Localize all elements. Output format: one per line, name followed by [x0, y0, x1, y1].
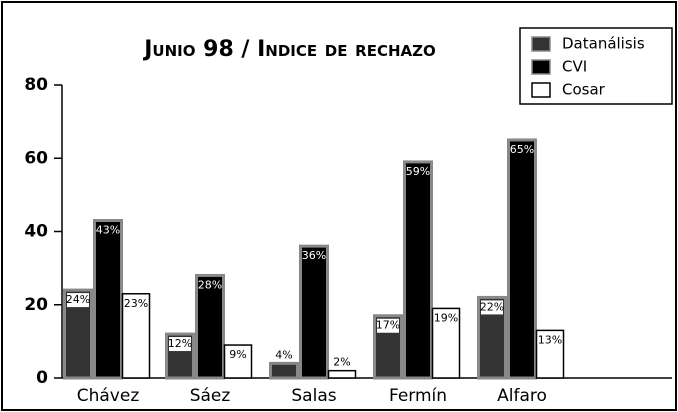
x-tick-label: Alfaro: [497, 386, 547, 406]
x-tick-label: Chávez: [77, 386, 140, 406]
value-label: 9%: [229, 348, 246, 361]
y-tick-label: 80: [24, 75, 48, 95]
bar: [121, 293, 151, 379]
value-label: 17%: [376, 319, 400, 332]
value-label: 13%: [538, 333, 562, 346]
legend-swatch: [531, 36, 551, 52]
value-label-bg: [169, 337, 191, 352]
x-tick-label: Fermín: [389, 386, 447, 406]
value-label: 28%: [198, 278, 222, 291]
value-label-bg: [481, 300, 503, 315]
value-label: 22%: [480, 300, 504, 313]
value-label: 12%: [168, 337, 192, 350]
legend-label: CVI: [562, 58, 587, 76]
x-tick-label: Salas: [291, 386, 336, 406]
value-label: 36%: [302, 249, 326, 262]
legend-swatch: [531, 59, 551, 75]
y-tick-label: 40: [24, 222, 48, 242]
bar: [195, 273, 225, 380]
bar: [93, 219, 123, 380]
value-label: 43%: [96, 224, 120, 237]
bar: [223, 344, 253, 379]
legend-label: Cosar: [562, 81, 606, 99]
y-tick-label: 0: [36, 368, 48, 388]
legend-swatch: [531, 82, 551, 98]
y-tick-label: 60: [24, 148, 48, 168]
value-label: 59%: [406, 165, 430, 178]
y-tick-label: 20: [24, 295, 48, 315]
value-label: 19%: [434, 311, 458, 324]
chart-title: Junio 98 / Indice de rechazo: [142, 37, 436, 62]
bar: [535, 329, 565, 379]
bar: [507, 138, 537, 380]
bar: [269, 361, 299, 380]
bar: [403, 160, 433, 380]
value-label: 65%: [510, 143, 534, 156]
x-tick-label: Sáez: [190, 386, 231, 406]
value-label: 4%: [275, 348, 292, 361]
bar: [431, 307, 461, 379]
value-label: 24%: [66, 293, 90, 306]
value-label-bg: [377, 318, 399, 333]
legend-label: Datanálisis: [562, 35, 645, 53]
value-label: 23%: [124, 297, 148, 310]
bar: [327, 369, 357, 379]
value-label: 2%: [333, 356, 350, 369]
value-label-bg: [67, 293, 89, 308]
bar: [299, 244, 329, 380]
